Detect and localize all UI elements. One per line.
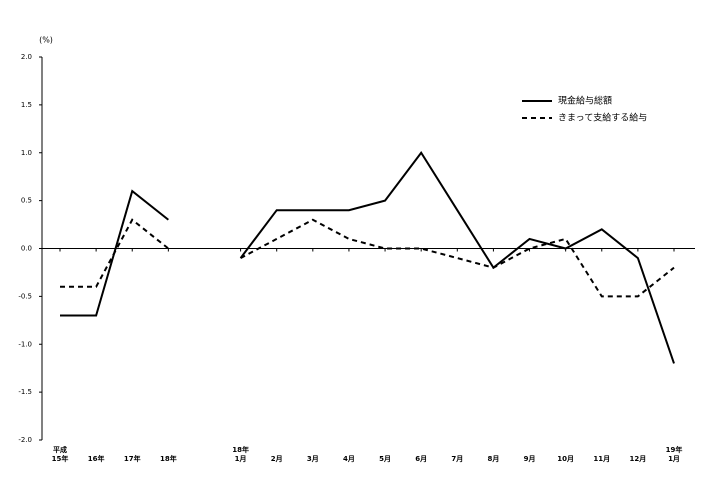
y-tick-label: 2.0 [21,53,32,61]
legend-label: きまって支給する給与 [558,112,647,124]
x-tick-label: 3月 [306,455,319,463]
x-tick-label: 11月 [593,455,611,463]
x-tick-label: 12月 [629,455,647,463]
y-tick-label: 1.5 [21,101,32,109]
series-line [60,218,169,288]
x-tick-label: 16年 [87,455,105,463]
x-tick-label: 17年 [123,455,141,463]
x-tick-label: 9月 [523,455,536,463]
y-tick-label: 0.0 [21,245,32,253]
legend-label: 現金給与総額 [558,95,612,107]
y-unit: (%) [39,36,53,45]
x-tick-label: 5月 [379,455,391,463]
x-tick-label: 18年 1月 [232,446,249,463]
y-tick-label: -1.5 [18,388,32,396]
x-tick-label: 10月 [557,455,575,463]
x-tick-label: 6月 [415,455,428,463]
series-line [239,150,675,364]
y-tick-label: -2.0 [18,436,32,444]
x-tick-label: 8月 [487,455,500,463]
x-tick-label: 7月 [451,455,464,463]
x-tick-label: 18年 [159,455,177,463]
x-tick-label: 4月 [343,455,355,463]
x-tick-label: 19年 1月 [665,446,683,463]
y-tick-label: -1.0 [18,340,32,348]
y-tick-label: 1.0 [21,149,32,157]
series-line [240,218,675,298]
y-tick-label: 0.5 [21,197,32,205]
x-tick-label: 2月 [270,455,283,463]
y-tick-label: -0.5 [18,292,32,300]
x-tick-label: 平成 15年 [51,446,69,463]
